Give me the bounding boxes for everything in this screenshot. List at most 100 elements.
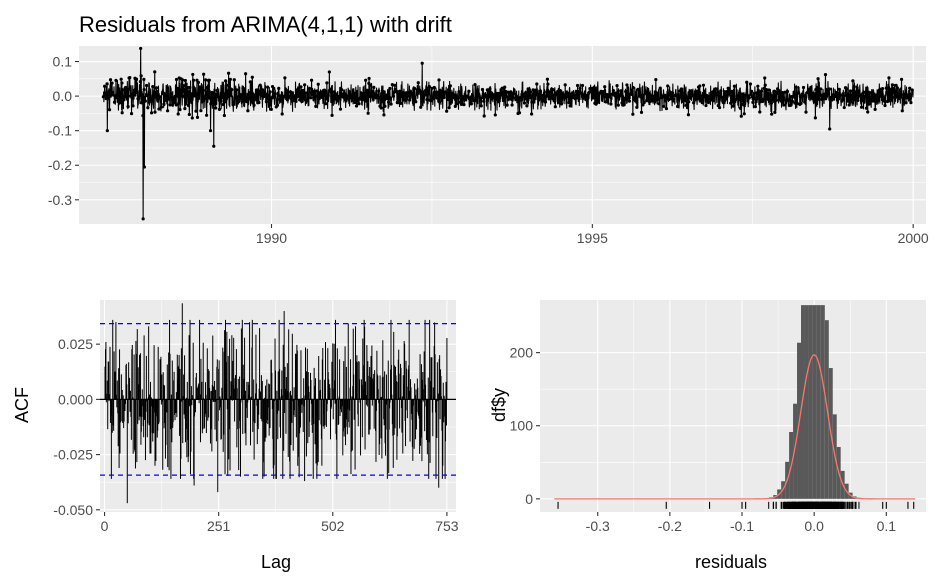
residual-point	[312, 89, 317, 93]
residual-point	[277, 86, 281, 90]
residual-point	[904, 101, 908, 105]
residual-point	[759, 89, 764, 93]
histogram-y-axis-title: df$y	[489, 388, 509, 422]
residual-point	[268, 90, 272, 94]
residual-point	[479, 104, 483, 108]
residual-point	[580, 83, 585, 88]
residual-point	[552, 99, 556, 103]
residual-point	[326, 93, 330, 97]
residual-point	[332, 90, 336, 94]
residual-point	[522, 101, 527, 105]
residual-point	[316, 82, 320, 86]
residual-point	[699, 97, 703, 101]
residual-point	[346, 96, 350, 100]
residuals-y-tick: -0.2	[48, 157, 72, 173]
residual-point	[835, 91, 839, 95]
residual-point	[416, 81, 420, 85]
residual-point	[300, 99, 304, 104]
residual-point	[367, 76, 371, 81]
residual-point	[788, 103, 792, 108]
residual-point	[477, 92, 481, 96]
residual-point	[163, 92, 167, 96]
residual-point	[637, 90, 641, 94]
residual-point	[777, 89, 781, 93]
residual-point	[417, 88, 422, 92]
residual-point	[627, 99, 632, 103]
residual-point	[616, 103, 620, 107]
residual-point	[651, 99, 655, 103]
residual-point	[382, 90, 386, 94]
residual-point	[498, 91, 502, 95]
residual-point	[738, 106, 743, 110]
residual-point	[717, 106, 722, 110]
residual-point	[813, 116, 817, 120]
residual-point	[504, 90, 508, 94]
residual-point	[352, 91, 356, 95]
residual-point	[856, 98, 860, 102]
residual-point	[324, 102, 328, 106]
residual-point	[654, 78, 658, 82]
residuals-x-tick: 1995	[577, 230, 608, 246]
residual-point	[847, 103, 851, 107]
residual-point	[361, 95, 365, 99]
residual-point	[553, 105, 557, 109]
residual-point	[204, 78, 208, 82]
acf-y-axis-title: ACF	[12, 387, 32, 423]
acf-bars	[100, 303, 456, 504]
residual-point	[167, 97, 171, 101]
residual-point	[396, 100, 401, 104]
residual-point	[898, 88, 902, 92]
residual-point	[811, 93, 815, 97]
residual-point	[372, 85, 376, 89]
residual-point	[478, 96, 482, 100]
residual-point	[577, 90, 581, 94]
residual-point	[325, 81, 329, 85]
residual-point	[404, 97, 408, 101]
residual-point	[536, 92, 540, 96]
residual-point	[887, 76, 891, 80]
histogram-bar	[801, 305, 805, 499]
residuals-series	[101, 46, 914, 221]
residual-point	[484, 93, 488, 97]
residual-point	[725, 90, 729, 94]
residual-point	[406, 91, 410, 95]
residual-point	[758, 92, 762, 96]
residual-point	[601, 89, 606, 94]
residual-point	[398, 89, 402, 93]
residual-point	[143, 99, 147, 103]
residual-point	[538, 89, 543, 94]
residual-point	[273, 92, 277, 96]
residual-point	[587, 91, 591, 95]
residual-point	[401, 94, 406, 98]
residual-point	[751, 100, 755, 104]
residual-point	[145, 83, 149, 88]
residual-point	[226, 71, 231, 75]
residual-point	[868, 91, 872, 95]
residual-point	[230, 87, 234, 92]
residual-point	[767, 88, 771, 92]
residual-point	[619, 89, 623, 93]
residual-point	[120, 111, 124, 115]
residual-point	[666, 84, 670, 88]
density-curve	[554, 354, 916, 500]
residual-point	[882, 99, 886, 103]
residual-point	[604, 100, 608, 104]
residual-point	[768, 99, 772, 103]
residual-point	[228, 77, 232, 81]
residual-point	[535, 82, 539, 86]
residual-point	[459, 102, 464, 106]
residual-point	[191, 72, 195, 77]
residual-point	[138, 79, 143, 84]
residual-point	[290, 98, 294, 102]
residual-point	[647, 92, 651, 96]
residual-point	[190, 116, 194, 120]
residual-point	[370, 93, 375, 97]
residual-point	[505, 103, 509, 107]
residual-point	[866, 110, 870, 114]
residual-point	[186, 104, 191, 108]
residual-point	[642, 100, 646, 105]
residual-point	[148, 99, 152, 103]
residual-point	[289, 90, 293, 94]
residual-point	[227, 80, 231, 84]
residual-point	[809, 85, 813, 89]
